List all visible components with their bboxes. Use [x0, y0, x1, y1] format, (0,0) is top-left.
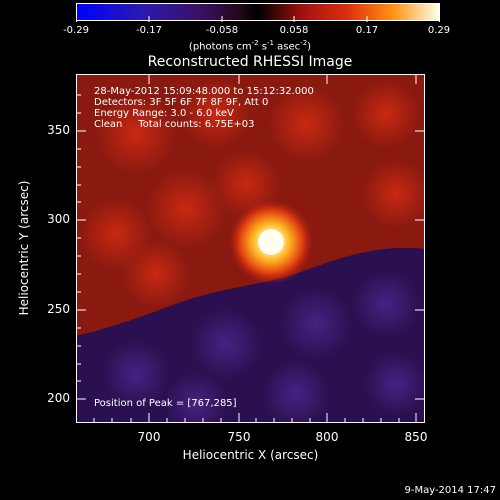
time-range: 28-May-2012 15:09:48.000 to 15:12:32.000	[94, 86, 314, 97]
y-tick-label: 250	[47, 302, 70, 316]
y-tick-label: 200	[47, 391, 70, 405]
y-tick-label: 350	[47, 123, 70, 137]
plot-timestamp: 9-May-2014 17:47	[404, 485, 496, 496]
colorbar	[76, 3, 440, 21]
energy-range: Energy Range: 3.0 - 6.0 keV	[94, 108, 234, 119]
colorbar-tick-label: 0.29	[427, 25, 451, 36]
colorbar-tick-label: 0.17	[355, 25, 379, 36]
y-tick-label: 300	[47, 212, 70, 226]
colorbar-tick-label: -0.058	[205, 25, 239, 36]
method-counts: Clean Total counts: 6.75E+03	[94, 119, 255, 130]
colorbar-ticks	[76, 16, 440, 22]
colorbar-units: (photons cm-2 s-1 asec-2)	[188, 39, 312, 53]
peak-position: Position of Peak = [767,285]	[94, 398, 237, 409]
x-axis-label: Heliocentric X (arcsec)	[182, 448, 319, 462]
y-axis-label: Heliocentric Y (arcsec)	[17, 180, 31, 316]
colorbar-tick-label: -0.29	[63, 25, 89, 36]
colorbar-tick-label: 0.058	[279, 25, 309, 36]
colorbar-tick-label: -0.17	[136, 25, 162, 36]
image-annotation: 28-May-2012 15:09:48.000 to 15:12:32.000…	[94, 86, 314, 130]
x-tick-label: 800	[315, 430, 339, 444]
x-tick-label: 700	[137, 430, 161, 444]
x-tick-label: 850	[404, 430, 428, 444]
detectors: Detectors: 3F 5F 6F 7F 8F 9F, Att 0	[94, 97, 269, 108]
image-title: Reconstructed RHESSI Image	[147, 54, 353, 70]
rhessi-image	[76, 74, 425, 423]
x-tick-label: 750	[227, 430, 251, 444]
